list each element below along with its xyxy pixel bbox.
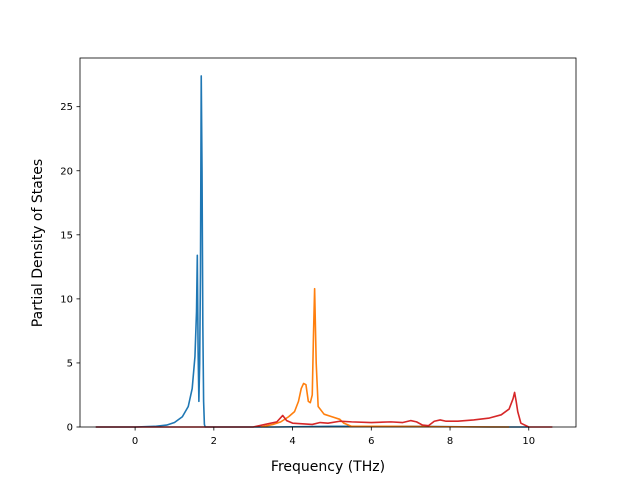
y-tick-label: 25 (60, 102, 73, 113)
y-tick-label: 15 (60, 230, 73, 241)
series-line-2 (260, 287, 510, 428)
series-line-3 (95, 391, 553, 428)
x-tick-label: 10 (522, 436, 535, 447)
x-tick-label: 8 (447, 436, 453, 447)
x-axis-label: Frequency (THz) (271, 459, 385, 475)
x-tick-label: 4 (289, 436, 295, 447)
x-tick-label: 6 (368, 436, 374, 447)
plot-frame (79, 57, 577, 428)
ticks-layer: 0 2 4 6 8 10 0 5 10 15 20 25 (60, 102, 535, 447)
x-tick-label: 0 (132, 436, 138, 447)
y-tick-label: 5 (67, 358, 73, 369)
y-tick-label: 10 (60, 294, 73, 305)
y-tick-label: 0 (67, 423, 73, 434)
x-tick-label: 2 (211, 436, 217, 447)
y-tick-label: 20 (60, 166, 73, 177)
y-axis-label: Partial Density of States (30, 159, 46, 327)
